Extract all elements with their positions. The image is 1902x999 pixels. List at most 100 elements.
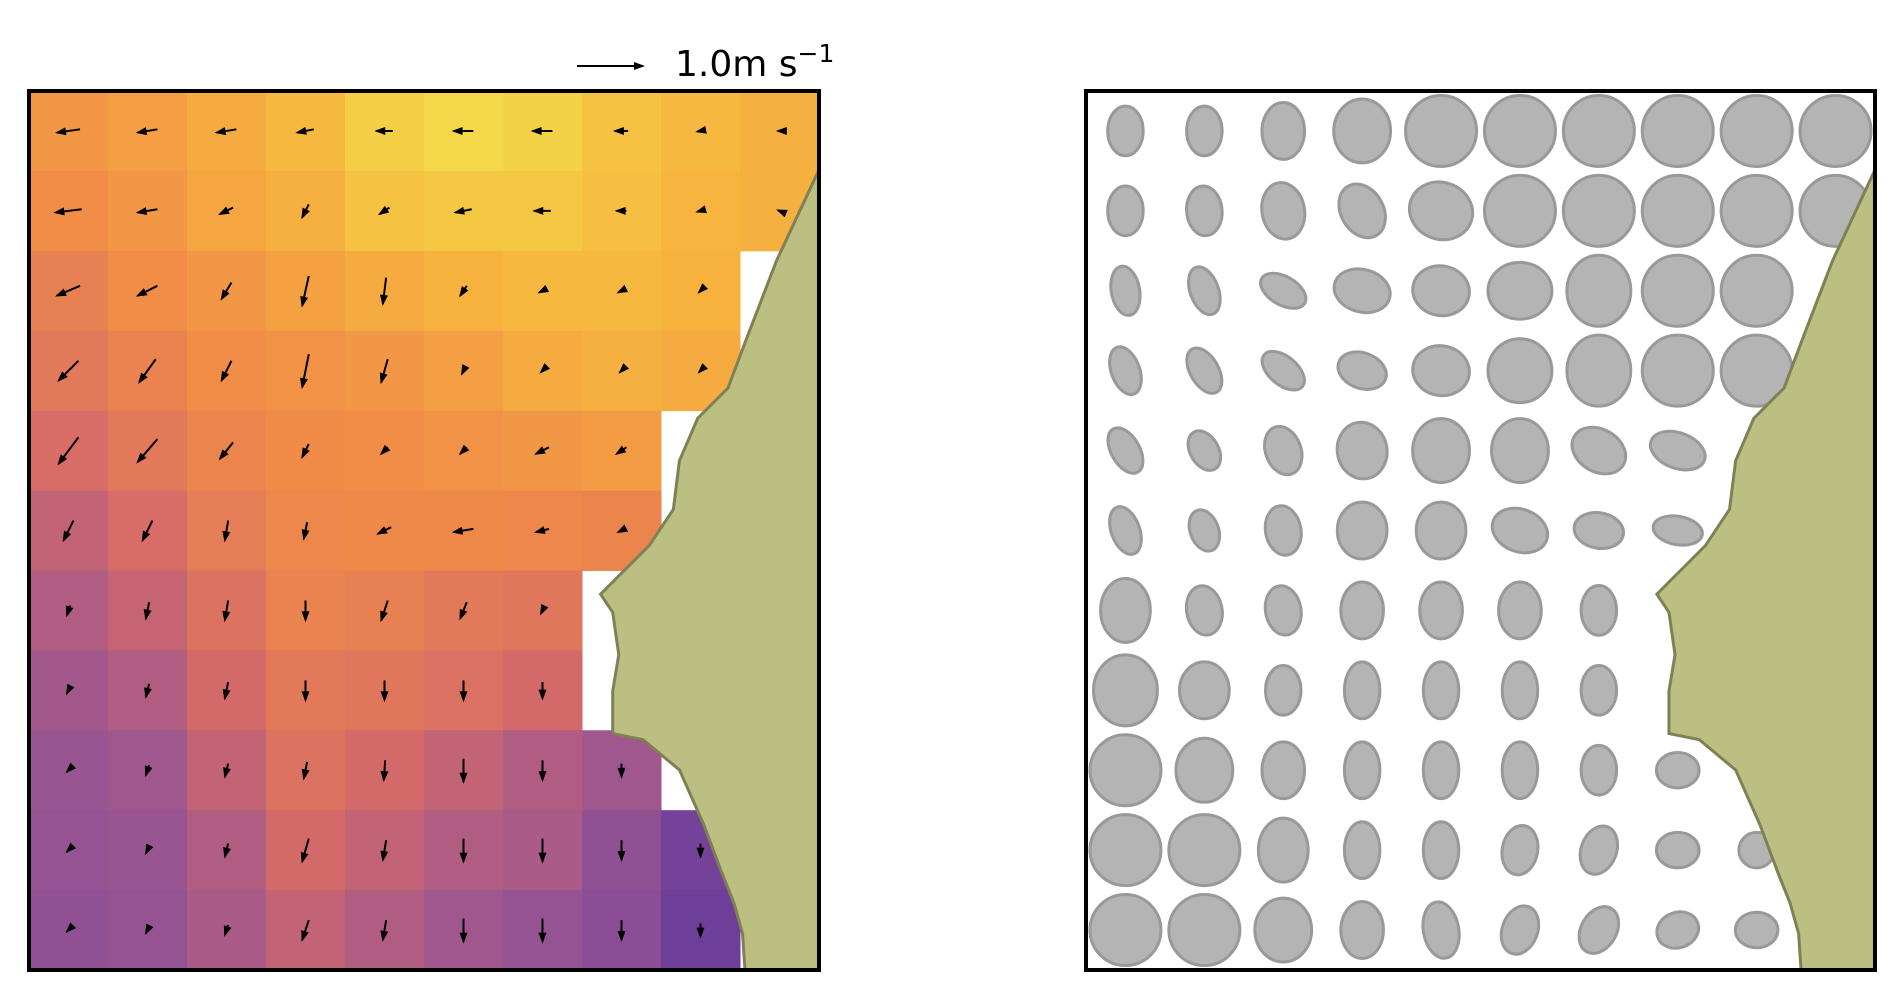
arrow-head — [533, 526, 546, 534]
tidal-ellipse — [1186, 429, 1223, 472]
arrow-head — [695, 205, 707, 214]
arrow — [459, 680, 468, 703]
arrow — [775, 209, 788, 218]
arrow-head — [539, 363, 551, 374]
tidal-ellipse — [1421, 660, 1461, 721]
arrow — [144, 764, 153, 778]
arrow — [144, 843, 154, 856]
tidal-ellipse — [1260, 740, 1307, 801]
arrow-head — [453, 206, 465, 215]
arrow-head — [65, 922, 77, 934]
arrow-head — [612, 126, 624, 135]
arrow-head — [459, 772, 468, 784]
arrow — [379, 277, 388, 306]
arrow-head — [223, 767, 231, 779]
arrow-head — [54, 127, 67, 136]
arrow — [220, 360, 233, 383]
arrow — [376, 526, 392, 535]
arrow-head — [451, 526, 464, 535]
arrow — [222, 681, 231, 701]
arrow-head — [301, 691, 310, 703]
arrow — [214, 127, 237, 136]
tidal-ellipse — [1184, 584, 1224, 637]
arrow — [222, 520, 231, 543]
quiver-key-label: 1.0m s−1 — [675, 39, 834, 85]
arrow — [451, 126, 474, 135]
arrow-head — [539, 603, 549, 616]
arrow — [301, 443, 310, 459]
key-exponent: −1 — [798, 39, 835, 68]
arrow — [617, 763, 626, 779]
arrow-head — [537, 284, 550, 294]
tidal-ellipse — [1565, 253, 1633, 328]
arrow-head — [534, 446, 546, 455]
tidal-ellipse — [1106, 426, 1145, 475]
tidal-ellipse — [1335, 420, 1389, 481]
tidal-ellipse — [1414, 500, 1468, 561]
key-text: 1.0m s — [675, 44, 798, 85]
tidal-ellipse — [1263, 584, 1303, 637]
arrow-head — [300, 851, 309, 864]
arrow — [379, 358, 389, 385]
tidal-ellipse — [1091, 653, 1159, 728]
arrow — [65, 683, 75, 696]
tidal-ellipse — [1185, 184, 1224, 238]
arrow — [460, 364, 470, 376]
arrow — [453, 206, 472, 215]
arrow-head — [459, 852, 468, 864]
tidal-ellipse — [1640, 173, 1715, 248]
arrow — [223, 924, 232, 937]
arrow-head — [65, 762, 77, 774]
arrow-head — [65, 842, 77, 854]
arrow-head — [459, 932, 468, 944]
arrow — [538, 682, 547, 701]
tidal-ellipse — [1482, 173, 1557, 248]
tidal-ellipse — [1579, 743, 1619, 797]
arrow — [380, 840, 389, 863]
arrow — [380, 919, 389, 942]
arrow-head — [214, 127, 227, 136]
tidal-ellipse — [1342, 660, 1382, 721]
arrow-head — [57, 371, 68, 382]
tidal-ellipse — [1499, 904, 1541, 956]
arrow-head — [301, 930, 309, 942]
arrow — [697, 283, 709, 294]
arrow-head — [53, 207, 65, 216]
arrow — [538, 918, 547, 944]
arrow — [65, 605, 74, 618]
arrow-head — [532, 206, 544, 215]
tidal-ellipse — [1106, 104, 1145, 158]
arrow-head — [301, 529, 310, 541]
arrow-head — [220, 370, 230, 383]
arrow — [379, 444, 391, 456]
tidal-ellipse — [1579, 663, 1619, 717]
arrow-head — [220, 289, 230, 301]
arrow-head — [459, 608, 468, 621]
arrow-head — [222, 688, 231, 701]
arrow-head — [614, 445, 627, 456]
arrow-head — [618, 363, 630, 374]
tidal-ellipse — [1640, 253, 1715, 328]
tidal-ellipse — [1332, 267, 1392, 315]
arrow — [538, 760, 547, 783]
arrow-head — [136, 452, 147, 464]
arrow-head — [144, 765, 153, 778]
tidal-ellipse — [1263, 504, 1303, 557]
arrow — [295, 126, 314, 135]
tidal-ellipse — [1187, 508, 1222, 553]
arrow-head — [460, 364, 470, 376]
panel-frame — [27, 89, 821, 972]
arrow-head — [135, 207, 148, 215]
arrow — [697, 363, 709, 374]
arrow — [539, 363, 551, 374]
arrow-head — [538, 771, 547, 783]
arrow — [223, 763, 231, 779]
arrow-head — [65, 605, 74, 618]
arrow-head — [380, 691, 389, 703]
tidal-ellipse — [1259, 271, 1308, 310]
arrow-head — [451, 126, 463, 135]
arrow — [532, 206, 551, 215]
tidal-ellipse — [1411, 264, 1471, 318]
tidal-ellipse — [1411, 417, 1471, 485]
arrow — [696, 843, 705, 859]
